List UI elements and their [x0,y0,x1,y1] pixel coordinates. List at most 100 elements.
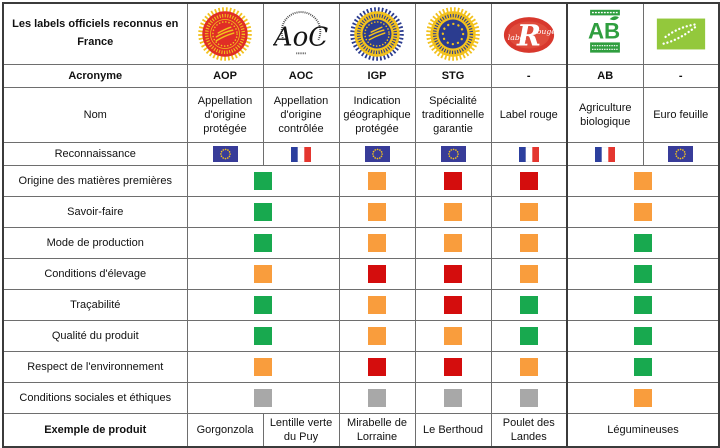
status-square [368,265,386,283]
svg-text:label: label [508,33,528,42]
status-square [368,358,386,376]
nom-cell-ab: Agriculture biologique [566,87,644,143]
status-square [519,234,538,252]
nom-cell-stg: Spécialité traditionnelle garantie [414,87,492,143]
status-square [444,358,462,376]
criteria-label: Conditions sociales et éthiques [2,382,188,414]
criteria-cell-stg [414,227,492,259]
status-square [634,327,652,345]
status-square [519,358,538,376]
acronyme-row: Acronyme AOP AOC IGP STG - AB - [2,64,720,88]
criteria-cell-label-rouge [490,258,568,290]
logo-cell-aoc: AoC [262,2,340,65]
criteria-label: Respect de l'environnement [2,351,188,383]
criteria-cell-label-rouge [490,351,568,383]
status-square [634,296,652,314]
criteria-cell-ab-euro [566,227,720,259]
criteria-cell-igp [338,289,416,321]
criteria-label: Conditions d'élevage [2,258,188,290]
status-square [444,389,462,407]
row-header-acronyme: Acronyme [2,64,188,88]
criteria-cell-ab-euro [566,320,720,352]
row-header-reconnaissance: Reconnaissance [2,142,188,166]
criteria-cell-igp [338,196,416,228]
flag-cell-label-rouge [490,142,568,166]
status-square [519,389,538,407]
criteria-cell-aop-aoc [186,351,340,383]
status-square [634,172,652,190]
status-square [634,265,652,283]
status-square [444,203,462,221]
status-square [519,327,538,345]
fr-flag-icon [595,146,616,162]
logo-cell-aop [186,2,264,65]
exemple-cell-label-rouge: Poulet des Landes [490,413,568,448]
flag-cell-igp [338,142,416,166]
nom-cell-igp: Indication géographique protégée [338,87,416,143]
criteria-cell-igp [338,351,416,383]
acronym-cell-aoc: AOC [262,64,340,88]
nom-cell-aoc: Appellation d'origine contrôlée [262,87,340,143]
aoc-seal-icon: AoC [273,11,328,55]
status-square [368,389,386,407]
criteria-label: Origine des matières premières [2,165,188,197]
exemple-row: Exemple de produit Gorgonzola Lentille v… [2,413,720,448]
criteria-row: Conditions d'élevage [2,258,720,290]
criteria-cell-ab-euro [566,196,720,228]
status-square [444,265,462,283]
criteria-row: Origine des matières premières [2,165,720,197]
svg-text:R: R [516,19,541,53]
acronym-cell-aop: AOP [186,64,264,88]
logos-row: Les labels officiels reconnus en France … [2,2,720,65]
ab-logo-icon: AB [588,9,620,53]
logo-cell-label-rouge: label R ouge [490,2,568,65]
criteria-cell-stg [414,165,492,197]
criteria-cell-stg [414,382,492,414]
criteria-cell-label-rouge [490,227,568,259]
row-header-exemple: Exemple de produit [2,413,188,448]
criteria-cell-aop-aoc [186,227,340,259]
status-square [254,389,272,407]
nom-row: Nom Appellation d'origine protégée Appel… [2,87,720,143]
igp-seal-icon [350,7,404,61]
status-square [634,203,652,221]
fr-flag-icon [291,146,311,162]
criteria-row: Conditions sociales et éthiques [2,382,720,414]
status-square [634,358,652,376]
status-square [368,172,386,190]
criteria-cell-ab-euro [566,351,720,383]
logo-cell-ab: AB [566,2,644,65]
criteria-cell-ab-euro [566,165,720,197]
row-header-nom: Nom [2,87,188,143]
flag-cell-euro-leaf [642,142,720,166]
eu-flag-icon [440,146,466,162]
criteria-cell-aop-aoc [186,382,340,414]
exemple-cell-igp: Mirabelle de Lorraine [338,413,416,448]
flag-cell-ab [566,142,644,166]
exemple-cell-aoc: Lentille verte du Puy [262,413,340,448]
logo-cell-stg [414,2,492,65]
euro-leaf-icon [656,18,705,50]
criteria-row: Savoir-faire [2,196,720,228]
svg-text:ouge: ouge [536,27,556,36]
status-square [444,234,462,252]
status-square [368,203,386,221]
criteria-cell-aop-aoc [186,196,340,228]
status-square [519,296,538,314]
criteria-cell-label-rouge [490,382,568,414]
status-square [254,234,272,252]
nom-cell-label-rouge: Label rouge [490,87,568,143]
criteria-cell-ab-euro [566,382,720,414]
nom-cell-aop: Appellation d'origine protégée [186,87,264,143]
acronym-cell-label-rouge: - [490,64,568,88]
status-square [519,203,538,221]
status-square [254,203,272,221]
criteria-cell-ab-euro [566,258,720,290]
criteria-cell-igp [338,227,416,259]
status-square [444,327,462,345]
criteria-label: Mode de production [2,227,188,259]
flag-cell-stg [414,142,492,166]
status-square [368,296,386,314]
